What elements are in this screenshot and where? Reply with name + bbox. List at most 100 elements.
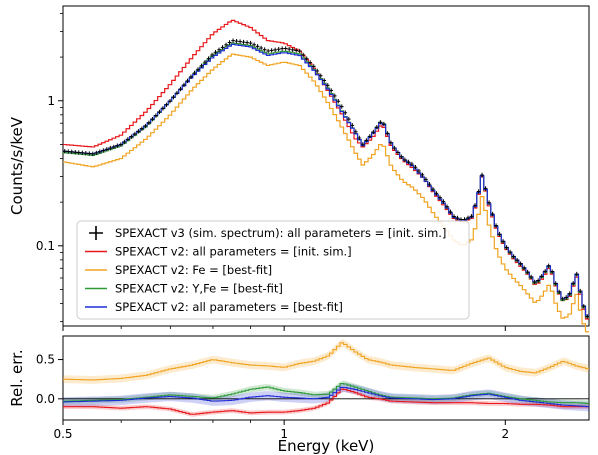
residual-y-axis-title: Rel. err. — [8, 349, 26, 406]
sim-spectrum-point — [417, 168, 421, 174]
sim-spectrum-point — [234, 38, 239, 44]
sim-spectrum-point — [227, 40, 232, 45]
sim-spectrum-point — [389, 140, 393, 145]
sim-spectrum-point — [448, 209, 453, 215]
sim-spectrum-point — [536, 278, 540, 283]
sim-spectrum-point — [203, 59, 207, 65]
sim-spectrum-point — [189, 74, 193, 79]
sim-spectrum-point — [518, 261, 523, 266]
sim-spectrum-point — [248, 40, 253, 46]
sim-spectrum-point — [301, 52, 306, 58]
sim-spectrum-point — [66, 149, 71, 154]
sim-spectrum-point — [269, 48, 274, 53]
sim-spectrum-point — [98, 149, 102, 154]
sim-spectrum-point — [357, 135, 362, 141]
sim-spectrum-point — [325, 83, 330, 88]
sim-spectrum-point — [378, 120, 383, 125]
sim-spectrum-point — [105, 147, 109, 152]
sim-spectrum-point — [62, 149, 67, 154]
residual-y-tick-label: 0.0 — [36, 392, 55, 406]
sim-spectrum-point — [525, 269, 530, 275]
sim-spectrum-point — [346, 116, 351, 122]
sim-spectrum-point — [87, 151, 92, 156]
sim-spectrum-point — [287, 46, 291, 52]
sim-spectrum-point — [210, 52, 214, 58]
sim-spectrum-point — [511, 254, 516, 259]
sim-spectrum-point — [473, 203, 477, 208]
sim-spectrum-point — [182, 82, 186, 88]
sim-spectrum-point — [375, 125, 379, 130]
sim-spectrum-point — [529, 274, 533, 280]
legend-box — [76, 220, 470, 320]
legend: SPEXACT v3 (sim. spectrum): all paramete… — [76, 220, 470, 320]
sim-spectrum-point — [318, 73, 323, 78]
sim-spectrum-point — [178, 86, 183, 92]
sim-spectrum-point — [396, 150, 400, 155]
sim-spectrum-point — [385, 131, 390, 136]
sim-spectrum-point — [501, 239, 505, 244]
sim-spectrum-point — [487, 200, 491, 205]
sim-spectrum-point — [238, 39, 242, 44]
sim-spectrum-point — [308, 60, 313, 65]
sim-spectrum-point — [336, 99, 341, 104]
sim-spectrum-point — [315, 68, 320, 74]
sim-spectrum-point — [483, 186, 488, 191]
sim-spectrum-point — [343, 110, 348, 115]
legend-entry-spexact-v2-all-parameters-best-fit-label: SPEXACT v2: all parameters = [best-fit] — [115, 300, 343, 314]
sim-spectrum-point — [480, 172, 484, 178]
sim-spectrum-point — [259, 45, 263, 51]
sim-spectrum-point — [354, 129, 358, 134]
sim-spectrum-point — [311, 64, 316, 69]
sim-spectrum-point — [266, 48, 270, 54]
sim-spectrum-point — [122, 139, 127, 145]
sim-spectrum-point — [550, 269, 554, 274]
legend-entry-spexact-v3-sim-spectrum-all-parameters-init-sim-marker — [89, 226, 103, 240]
spectrum-plot-frame — [62, 5, 590, 327]
residual-line-spexact-v2-all-parameters-init-sim — [63, 388, 589, 415]
sim-spectrum-point — [119, 142, 123, 147]
sim-spectrum-point — [403, 157, 407, 163]
sim-spectrum-point — [571, 281, 576, 286]
sim-spectrum-point — [578, 288, 583, 294]
sim-spectrum-point — [441, 199, 446, 204]
sim-spectrum-point — [410, 161, 414, 167]
sim-spectrum-point — [147, 120, 151, 125]
sim-spectrum-point — [522, 265, 526, 271]
sim-spectrum-point — [364, 138, 369, 143]
sim-spectrum-point — [91, 151, 95, 157]
sim-spectrum-point — [136, 129, 141, 134]
sim-spectrum-point — [350, 123, 355, 128]
sim-spectrum-point — [504, 245, 509, 250]
sim-spectrum-point — [199, 63, 204, 68]
sim-spectrum-point — [73, 150, 78, 155]
sim-spectrum-point — [452, 214, 456, 219]
residual-panel: 0.5 0.0 0.5 1 2 Rel. err. Energy (keV) — [8, 335, 590, 455]
y-tick-label: 0.1 — [36, 239, 55, 253]
sim-spectrum-point — [220, 45, 225, 50]
spectrum-series-layer — [62, 19, 590, 333]
residual-line-spexact-v2-fe-best-fit — [63, 342, 589, 381]
x-tick-label: 2 — [501, 427, 509, 441]
sim-spectrum-point — [157, 109, 162, 115]
residual-line-spexact-v2-all-parameters-best-fit — [63, 386, 589, 408]
sim-spectrum-points — [62, 38, 590, 319]
sim-spectrum-point — [399, 154, 404, 160]
x-axis-title: Energy (keV) — [278, 437, 375, 455]
series-line-spexact-v2-all-parameters-best-fit — [63, 43, 589, 316]
sim-spectrum-point — [543, 269, 547, 274]
sim-spectrum-point — [392, 145, 397, 151]
sim-spectrum-point — [255, 44, 260, 49]
sim-spectrum-point — [76, 150, 81, 155]
sim-spectrum-point — [406, 159, 411, 165]
spectrum-y-axis-title: Counts/s/keV — [8, 116, 26, 215]
sim-spectrum-point — [185, 78, 190, 84]
sim-spectrum-point — [133, 131, 137, 137]
sim-spectrum-point — [129, 134, 134, 139]
sim-spectrum-point — [290, 47, 295, 53]
sim-spectrum-point — [539, 274, 544, 279]
sim-spectrum-point — [69, 149, 74, 155]
sim-spectrum-point — [546, 263, 551, 269]
sim-spectrum-point — [196, 67, 200, 72]
sim-spectrum-point — [171, 94, 176, 100]
